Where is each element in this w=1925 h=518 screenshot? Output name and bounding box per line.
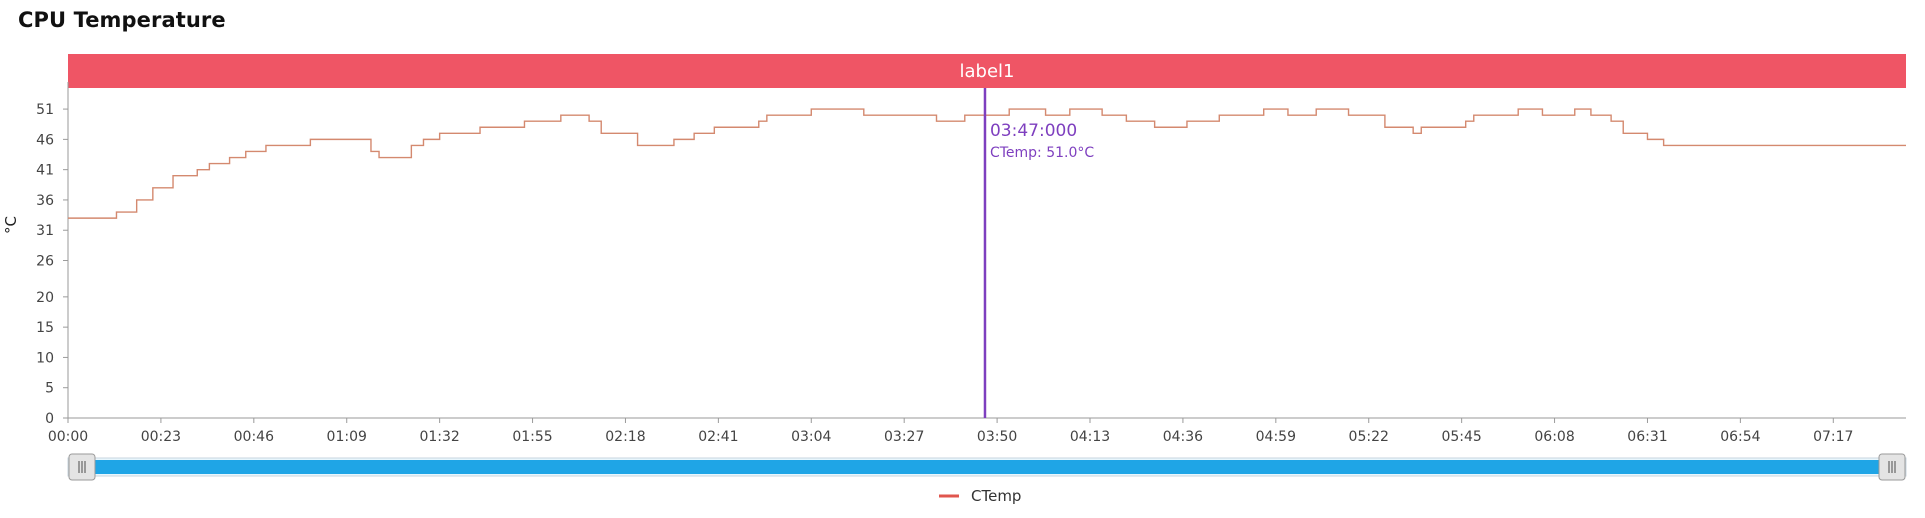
x-tick-label: 00:00 — [48, 429, 88, 445]
y-tick-label: 20 — [36, 290, 54, 306]
x-tick-label: 06:54 — [1720, 429, 1760, 445]
x-tick-label: 01:09 — [327, 429, 367, 445]
y-tick-label: 51 — [36, 102, 54, 118]
y-tick-label: 31 — [36, 223, 54, 239]
x-tick-label: 04:36 — [1163, 429, 1203, 445]
cursor-time-label: 03:47:000 — [990, 121, 1077, 141]
y-tick-label: 0 — [45, 411, 54, 427]
x-tick-label: 04:13 — [1070, 429, 1110, 445]
chart-banner-label: label1 — [960, 61, 1015, 82]
y-tick-label: 26 — [36, 254, 54, 270]
legend-label-ctemp[interactable]: CTemp — [971, 487, 1021, 505]
x-tick-label: 00:46 — [234, 429, 274, 445]
chart-banner — [68, 54, 1906, 88]
x-tick-label: 02:18 — [605, 429, 645, 445]
y-tick-label: 41 — [36, 163, 54, 179]
zoom-slider-range — [70, 460, 1904, 474]
x-tick-label: 06:08 — [1534, 429, 1574, 445]
y-tick-label: 36 — [36, 193, 54, 209]
zoom-slider-end-handle[interactable] — [1878, 453, 1906, 481]
cursor-series-label: CTemp: 51.0°C — [990, 145, 1094, 161]
x-tick-label: 02:41 — [698, 429, 738, 445]
y-tick-label: 5 — [45, 381, 54, 397]
x-tick-label: 04:59 — [1256, 429, 1296, 445]
y-axis-label: °C — [2, 216, 20, 234]
x-tick-label: 01:32 — [419, 429, 459, 445]
x-tick-label: 01:55 — [512, 429, 552, 445]
y-tick-label: 10 — [36, 350, 54, 366]
x-tick-label: 03:27 — [884, 429, 924, 445]
series-line-ctemp — [68, 108, 1906, 219]
page-title: CPU Temperature — [18, 8, 226, 32]
y-tick-label: 15 — [36, 320, 54, 336]
x-tick-label: 03:50 — [977, 429, 1017, 445]
x-tick-label: 03:04 — [791, 429, 831, 445]
x-tick-label: 06:31 — [1627, 429, 1667, 445]
y-tick-label: 46 — [36, 132, 54, 148]
x-tick-label: 05:45 — [1441, 429, 1481, 445]
x-tick-label: 07:17 — [1813, 429, 1853, 445]
x-tick-label: 00:23 — [141, 429, 181, 445]
x-tick-label: 05:22 — [1349, 429, 1389, 445]
zoom-slider-start-handle[interactable] — [68, 453, 96, 481]
